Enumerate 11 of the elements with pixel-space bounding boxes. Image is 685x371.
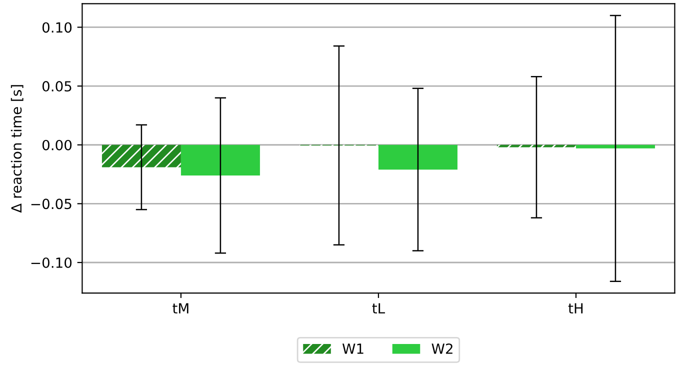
x-tick-label: tL xyxy=(372,303,385,314)
x-tick-label: tM xyxy=(172,303,188,314)
legend-label: W1 xyxy=(342,344,364,354)
y-tick-label: −0.10 xyxy=(31,257,72,268)
legend-label: W2 xyxy=(432,343,452,354)
y-tick-label: 0.05 xyxy=(42,81,72,92)
y-tick-label: −0.05 xyxy=(31,198,72,210)
x-tick-label: tH xyxy=(568,303,583,314)
y-tick-label: 0.00 xyxy=(42,140,72,150)
y-axis-title: Δ reaction time [s] xyxy=(10,85,24,213)
y-tick-label: 0.10 xyxy=(42,22,72,33)
